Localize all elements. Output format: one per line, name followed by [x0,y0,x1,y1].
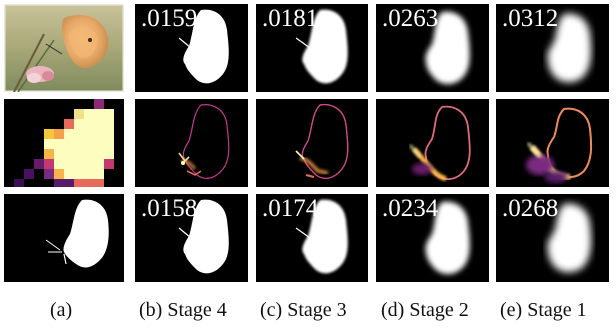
butterfly-mask-icon [45,199,109,268]
butterfly-mask-icon [547,13,592,83]
error-contour-icon [409,105,471,182]
butterfly-mask-icon [178,9,229,84]
error-value: .0263 [382,5,439,32]
butterfly-mask-icon [425,11,470,85]
caption-e: (e) Stage 1 [500,299,587,321]
heatmap-icon [4,99,124,187]
ground-truth-mask [4,194,124,282]
error-contour-icon [526,107,593,183]
butterfly-photo-icon [4,4,124,92]
error-map-stage4 [135,99,248,187]
coarse-heatmap [4,99,124,187]
error-value: .0174 [262,195,319,222]
mask-stage4-row1: .0159 [135,4,248,92]
mask-stage1-row3: .0268 [496,194,609,282]
mask-stage3-row3: .0174 [256,194,368,282]
mask-stage4-row3: .0158 [135,194,248,282]
error-value: .0312 [502,5,559,32]
mask-stage2-row1: .0263 [376,4,489,92]
butterfly-mask-icon [178,199,229,274]
error-map-stage2 [376,99,489,187]
mask-stage2-row3: .0234 [376,194,489,282]
error-value: .0159 [141,5,198,32]
error-contour-icon [295,103,349,180]
error-map-stage3 [256,99,368,187]
error-contour-icon [178,104,230,179]
error-value: .0181 [262,5,319,32]
caption-b: (b) Stage 4 [139,299,227,321]
butterfly-mask-icon [425,201,470,275]
mask-stage1-row1: .0312 [496,4,609,92]
caption-a: (a) [50,299,73,321]
caption-d: (d) Stage 2 [381,299,469,321]
input-photo [4,4,124,92]
butterfly-mask-icon [295,199,348,274]
butterfly-mask-icon [547,203,592,273]
error-value: .0158 [141,195,198,222]
error-value: .0234 [382,195,439,222]
error-value: .0268 [502,195,559,222]
error-map-stage1 [496,99,609,187]
caption-c: (c) Stage 3 [260,299,347,321]
butterfly-mask-icon [295,9,348,84]
mask-stage3-row1: .0181 [256,4,368,92]
